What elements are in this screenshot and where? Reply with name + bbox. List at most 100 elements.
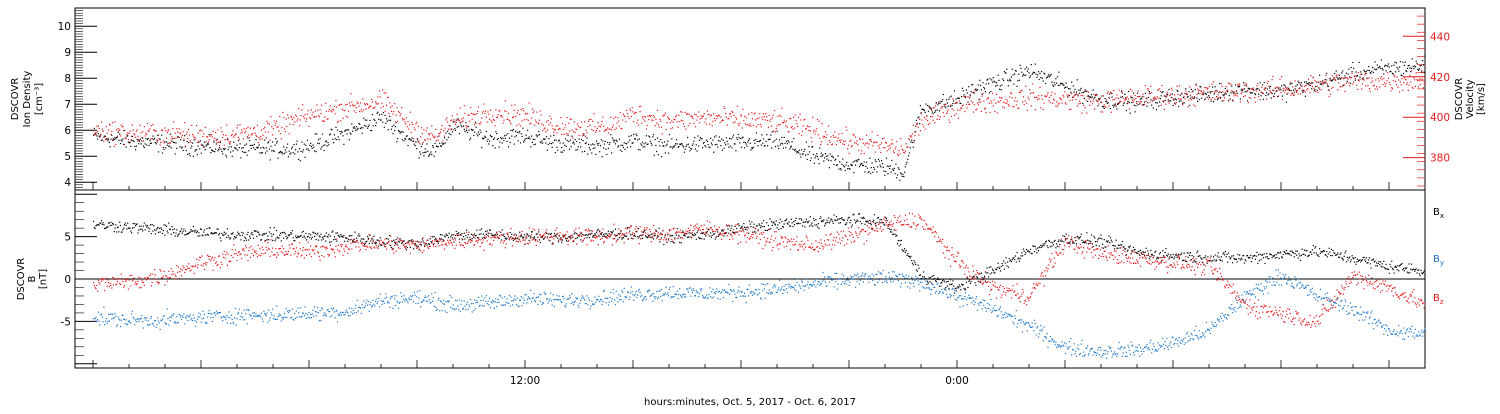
data-point	[321, 105, 322, 106]
data-point	[1299, 82, 1300, 83]
data-point	[588, 121, 589, 122]
data-point	[1297, 84, 1298, 85]
data-point	[838, 138, 839, 139]
data-point	[1365, 85, 1366, 86]
data-point	[938, 103, 939, 104]
data-point	[868, 147, 869, 148]
data-point	[1134, 105, 1135, 106]
data-point	[705, 146, 706, 147]
data-point	[199, 148, 200, 149]
data-point	[869, 158, 870, 159]
data-point	[526, 138, 527, 139]
data-point	[415, 145, 416, 146]
data-point	[164, 127, 165, 128]
data-point	[1036, 252, 1037, 253]
data-point	[591, 152, 592, 153]
data-point	[1175, 104, 1176, 105]
data-point	[801, 149, 802, 150]
data-point	[1135, 95, 1136, 96]
data-point	[815, 155, 816, 156]
data-point	[452, 238, 453, 239]
data-point	[460, 108, 461, 109]
data-point	[398, 111, 399, 112]
data-point	[911, 140, 912, 141]
data-point	[637, 120, 638, 121]
data-point	[1148, 90, 1149, 91]
data-point	[1249, 88, 1250, 89]
data-point	[219, 147, 220, 148]
data-point	[748, 140, 749, 141]
data-point	[997, 85, 998, 86]
data-point	[109, 222, 110, 223]
data-point	[735, 150, 736, 151]
data-point	[1016, 71, 1017, 72]
data-point	[453, 242, 454, 243]
data-point	[647, 116, 648, 117]
data-point	[718, 140, 719, 141]
data-point	[233, 142, 234, 143]
data-point	[931, 110, 932, 111]
data-point	[1367, 70, 1368, 71]
data-point	[541, 140, 542, 141]
data-point	[1014, 100, 1015, 101]
data-point	[1001, 266, 1002, 267]
data-point	[1128, 91, 1129, 92]
data-point	[1364, 71, 1365, 72]
data-point	[138, 230, 139, 231]
data-point	[481, 147, 482, 148]
data-point	[237, 150, 238, 151]
data-point	[281, 240, 282, 241]
data-point	[1078, 95, 1079, 96]
data-point	[1082, 103, 1083, 104]
data-point	[616, 128, 617, 129]
data-point	[1015, 255, 1016, 256]
data-point	[320, 236, 321, 237]
data-point	[467, 132, 468, 133]
data-point	[178, 136, 179, 137]
data-point	[871, 141, 872, 142]
data-point	[302, 237, 303, 238]
data-point	[346, 133, 347, 134]
data-point	[862, 139, 863, 140]
data-point	[847, 220, 848, 221]
data-point	[342, 109, 343, 110]
data-point	[1328, 89, 1329, 90]
data-point	[617, 141, 618, 142]
data-point	[113, 140, 114, 141]
data-point	[151, 143, 152, 144]
data-point	[695, 126, 696, 127]
data-point	[461, 125, 462, 126]
data-point	[504, 236, 505, 237]
data-point	[354, 105, 355, 106]
data-point	[993, 270, 994, 271]
data-point	[914, 142, 915, 143]
data-point	[1058, 85, 1059, 86]
data-point	[850, 140, 851, 141]
data-point	[244, 145, 245, 146]
data-point	[712, 140, 713, 141]
data-point	[731, 147, 732, 148]
data-point	[308, 150, 309, 151]
data-point	[146, 144, 147, 145]
data-point	[372, 243, 373, 244]
data-point	[1092, 243, 1093, 244]
data-point	[338, 121, 339, 122]
data-point	[1381, 76, 1382, 77]
data-point	[467, 237, 468, 238]
data-point	[1164, 109, 1165, 110]
data-point	[932, 111, 933, 112]
data-point	[956, 288, 957, 289]
data-point	[937, 119, 938, 120]
data-point	[532, 231, 533, 232]
data-point	[1333, 87, 1334, 88]
data-point	[450, 236, 451, 237]
data-point	[351, 101, 352, 102]
data-point	[1196, 97, 1197, 98]
data-point	[1406, 84, 1407, 85]
data-point	[750, 149, 751, 150]
data-point	[548, 120, 549, 121]
data-point	[872, 229, 873, 230]
data-point	[319, 143, 320, 144]
data-point	[714, 136, 715, 137]
data-point	[1379, 86, 1380, 87]
